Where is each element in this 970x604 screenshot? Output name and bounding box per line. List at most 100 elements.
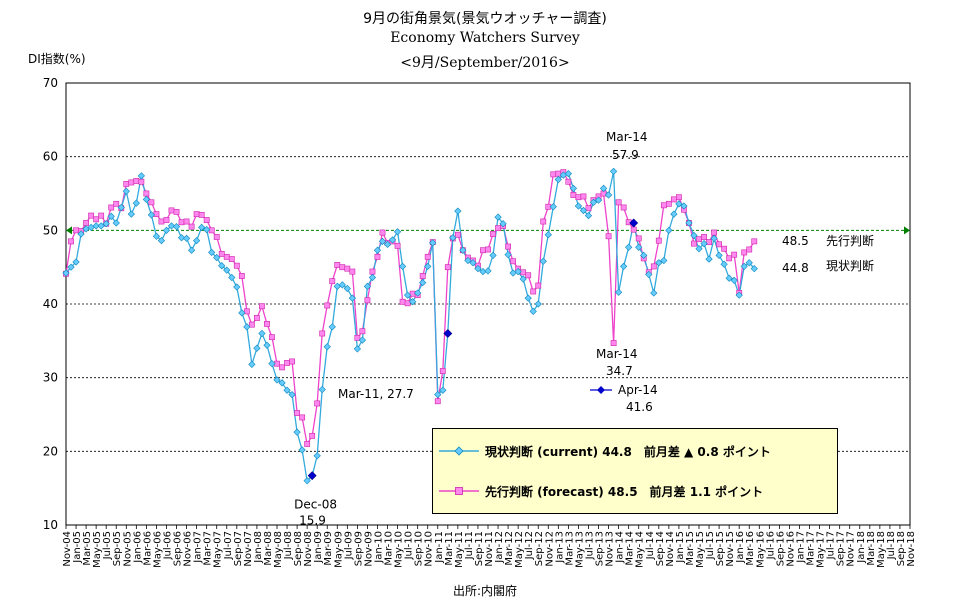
- annotation-mar11: Mar-11, 27.7: [338, 387, 414, 401]
- point-forecast: [399, 298, 406, 305]
- point-forecast: [676, 194, 682, 201]
- y-tick-label: 20: [43, 444, 58, 458]
- x-tick-label: Jul-14: [645, 531, 656, 560]
- point-current: [675, 200, 683, 208]
- point-current: [172, 223, 181, 231]
- point-current: [67, 263, 75, 271]
- x-tick-label: Mar-14: [625, 531, 636, 566]
- point-current: [474, 265, 482, 273]
- point-current: [655, 259, 663, 267]
- point-current: [469, 259, 477, 267]
- x-tick-label: Mar-05: [82, 531, 93, 566]
- point-current: [519, 275, 527, 283]
- x-tick-label: Mar-11: [444, 531, 455, 566]
- x-tick-label: Jul-18: [886, 531, 897, 560]
- x-tick-label: Nov-14: [665, 531, 676, 567]
- point-forecast: [294, 410, 300, 416]
- x-tick-label: Sep-13: [595, 531, 606, 566]
- point-forecast: [655, 237, 662, 244]
- x-tick-label: Sep-11: [474, 531, 485, 566]
- point-current: [625, 243, 633, 251]
- point-current: [303, 477, 311, 485]
- y-tick-label: 50: [43, 223, 58, 237]
- point-forecast: [264, 320, 270, 327]
- point-current: [504, 251, 512, 259]
- x-tick-label: Nov-13: [605, 531, 616, 567]
- annotation-dec08: Dec-08: [294, 498, 337, 512]
- point-forecast: [254, 315, 260, 321]
- legend-box: 現状判断 (current) 44.8 前月差 ▲ 0.8 ポイント 先行判断 …: [432, 428, 838, 514]
- x-tick-label: May-07: [213, 531, 224, 568]
- x-tick-label: Jan-16: [735, 531, 746, 564]
- legend-swatch-current: [439, 446, 479, 456]
- legend-item-forecast: 先行判断 (forecast) 48.5 前月差 1.1 ポイント: [439, 481, 763, 501]
- point-forecast: [374, 253, 381, 260]
- point-current: [393, 228, 402, 236]
- point-current: [604, 191, 613, 199]
- point-current: [62, 269, 70, 277]
- point-current: [690, 231, 698, 240]
- point-current: [735, 291, 743, 299]
- legend-label-current: 現状判断 (current) 44.8 前月差 ▲ 0.8 ポイント: [485, 444, 771, 459]
- ref-arrow-right: [904, 226, 910, 235]
- point-current: [313, 452, 321, 460]
- x-tick-label: Jul-13: [584, 531, 595, 560]
- point-forecast: [605, 233, 612, 240]
- point-current: [268, 360, 276, 368]
- highlight-point: [629, 218, 639, 228]
- point-forecast: [143, 190, 150, 197]
- point-forecast: [188, 223, 195, 230]
- point-forecast: [565, 178, 572, 185]
- point-forecast: [731, 251, 738, 258]
- point-current: [348, 294, 356, 302]
- x-tick-label: Mar-16: [745, 531, 756, 566]
- x-tick-label: May-10: [394, 531, 405, 568]
- x-tick-label: Sep-06: [173, 531, 184, 566]
- point-forecast: [113, 200, 120, 207]
- point-forecast: [168, 207, 175, 214]
- point-current: [554, 175, 562, 184]
- point-current: [203, 225, 211, 234]
- point-current: [740, 262, 748, 271]
- point-forecast: [439, 368, 446, 374]
- ref-arrow-left: [66, 226, 72, 235]
- point-forecast: [173, 209, 180, 215]
- annotation-mar14-high: Mar-14: [606, 130, 647, 144]
- point-forecast: [454, 231, 461, 238]
- point-forecast: [98, 212, 105, 219]
- point-forecast: [394, 242, 401, 249]
- x-tick-label: Jan-12: [494, 531, 505, 564]
- point-current: [645, 270, 653, 279]
- point-current: [223, 266, 231, 274]
- point-current: [725, 274, 733, 282]
- point-forecast: [575, 194, 582, 201]
- point-current: [328, 323, 336, 331]
- point-current: [620, 262, 628, 271]
- annotation-dec08-value: 15.9: [299, 514, 326, 528]
- x-tick-label: Jul-12: [524, 531, 535, 560]
- point-current: [253, 344, 261, 352]
- point-forecast: [339, 264, 346, 271]
- x-tick-label: May-11: [454, 531, 465, 568]
- point-current: [383, 240, 392, 248]
- x-tick-label: Jul-17: [826, 531, 837, 560]
- point-forecast: [289, 358, 295, 365]
- point-forecast: [198, 211, 205, 218]
- point-forecast: [138, 178, 145, 185]
- point-forecast: [304, 441, 311, 447]
- point-forecast: [696, 236, 702, 243]
- x-tick-label: May-05: [92, 531, 103, 568]
- point-current: [489, 251, 497, 260]
- point-forecast: [620, 204, 627, 211]
- chart-title-en: Economy Watchers Survey: [390, 30, 580, 46]
- point-forecast: [434, 398, 441, 405]
- point-forecast: [505, 243, 511, 250]
- point-current: [298, 446, 306, 454]
- point-forecast: [495, 225, 501, 232]
- point-current: [695, 245, 703, 253]
- point-current: [594, 196, 603, 204]
- x-tick-label: Jan-07: [193, 531, 204, 564]
- point-current: [127, 210, 135, 218]
- point-current: [358, 336, 367, 344]
- point-forecast: [404, 300, 411, 307]
